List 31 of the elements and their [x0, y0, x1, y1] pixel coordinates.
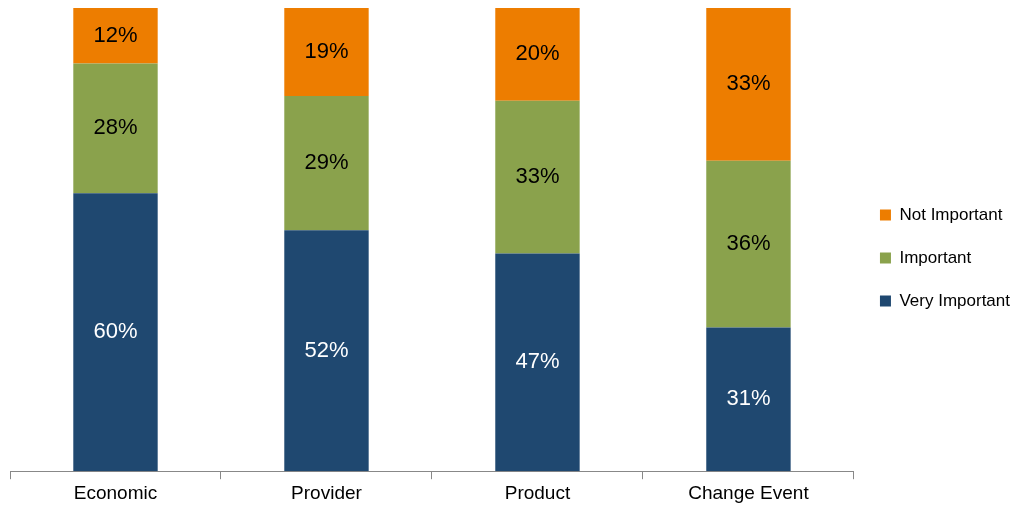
bar	[73, 63, 158, 194]
data-label: 20%	[515, 40, 560, 66]
bar	[73, 193, 158, 472]
data-label: 33%	[515, 163, 560, 189]
data-label: 60%	[93, 318, 138, 344]
data-label: 28%	[93, 114, 138, 140]
legend-label: Important	[899, 247, 972, 267]
data-label: 29%	[304, 149, 349, 175]
x-tick-label: Change Event	[688, 481, 810, 503]
data-label: 47%	[515, 348, 560, 374]
bar	[495, 253, 580, 472]
bar	[495, 100, 580, 254]
bar	[495, 8, 580, 101]
data-label: 19%	[304, 38, 349, 64]
bar	[73, 8, 158, 64]
data-label: 31%	[726, 385, 771, 411]
data-label: 52%	[304, 336, 349, 362]
x-tick-label: Product	[504, 481, 571, 503]
data-label: 36%	[726, 230, 771, 256]
bar	[284, 8, 369, 97]
bar	[284, 96, 369, 231]
x-tick-label: Economic	[73, 481, 158, 503]
data-label: 33%	[726, 70, 771, 96]
bar	[706, 8, 791, 161]
legend-label: Very Important	[899, 290, 1011, 310]
x-tick-label: Provider	[291, 481, 363, 503]
legend-label: Not Important	[899, 204, 1003, 224]
bar	[706, 327, 791, 472]
bar	[284, 230, 369, 472]
data-label: 12%	[93, 21, 138, 47]
bar	[706, 160, 791, 328]
